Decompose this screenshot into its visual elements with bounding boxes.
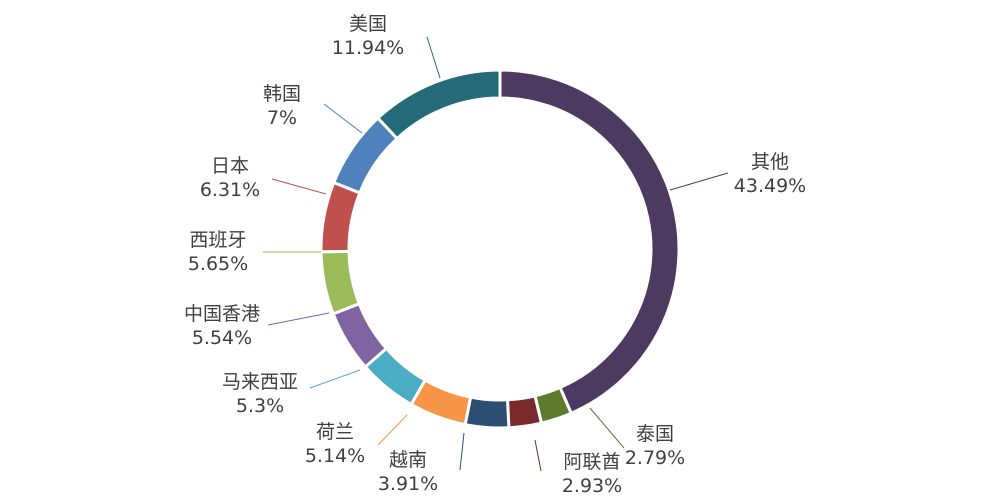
category-label-9: 韩国 [263, 83, 301, 105]
slice-0 [498, 68, 681, 416]
value-label-9: 7% [267, 107, 297, 129]
value-label-2: 2.93% [562, 475, 622, 497]
leader-line-8 [271, 178, 327, 195]
value-label-5: 5.3% [236, 395, 284, 417]
leader-line-4 [377, 414, 408, 446]
slice-6 [331, 301, 389, 369]
leader-line-6 [267, 312, 330, 326]
slice-10 [375, 68, 502, 141]
slice-7 [319, 249, 362, 316]
slices-group [319, 68, 681, 430]
category-label-0: 其他 [751, 151, 789, 173]
category-label-8: 日本 [211, 155, 249, 177]
category-label-6: 中国香港 [184, 303, 260, 325]
value-label-8: 6.31% [200, 179, 260, 201]
value-label-7: 5.65% [188, 253, 248, 275]
slice-8 [319, 180, 362, 254]
leader-line-10 [426, 36, 441, 79]
category-label-10: 美国 [349, 13, 387, 35]
leader-line-1 [589, 407, 625, 449]
slice-3 [463, 395, 511, 430]
value-label-4: 5.14% [305, 445, 365, 467]
category-label-4: 荷兰 [316, 421, 354, 443]
leader-line-5 [309, 369, 361, 389]
value-label-3: 3.91% [378, 473, 438, 495]
category-label-2: 阿联酋 [563, 451, 620, 473]
value-label-6: 5.54% [192, 327, 252, 349]
leader-line-2 [534, 439, 542, 472]
slice-2 [505, 394, 544, 430]
category-label-3: 越南 [389, 449, 427, 471]
value-label-1: 2.79% [625, 447, 685, 469]
category-label-5: 马来西亚 [222, 371, 298, 393]
value-label-0: 43.49% [734, 175, 806, 197]
leader-lines-group [263, 36, 729, 472]
leader-line-3 [459, 432, 465, 471]
value-label-10: 11.94% [332, 37, 404, 59]
category-label-1: 泰国 [636, 423, 674, 445]
leader-line-0 [669, 172, 729, 191]
category-label-7: 西班牙 [189, 229, 246, 251]
leader-line-9 [323, 103, 363, 134]
